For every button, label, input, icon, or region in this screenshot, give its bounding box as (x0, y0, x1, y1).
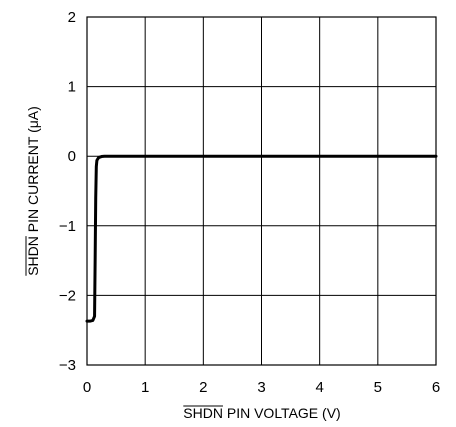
x-tick-label: 5 (374, 379, 382, 396)
x-axis-title: SHDN PIN VOLTAGE (V) (183, 405, 341, 421)
y-tick-label: 1 (68, 79, 76, 96)
grid (87, 17, 436, 365)
y-tick-label: 2 (68, 9, 76, 26)
y-tick-label: −3 (59, 357, 76, 374)
y-tick-labels: −3 −2 −1 0 1 2 (59, 9, 76, 374)
series-layer (85, 154, 438, 323)
x-tick-label: 2 (199, 379, 207, 396)
y-tick-label: −2 (59, 287, 76, 304)
svg-text:SHDN PIN CURRENT (μA): SHDN PIN CURRENT (μA) (25, 106, 41, 276)
plot-frame (86, 16, 437, 366)
series-line (85, 154, 438, 323)
x-axis-title-overbar-text: SHDN (183, 405, 223, 421)
x-tick-label: 6 (432, 379, 440, 396)
x-tick-label: 1 (141, 379, 149, 396)
x-axis-title-text: PIN VOLTAGE (V) (223, 405, 341, 421)
y-axis-title: SHDN PIN CURRENT (μA) (25, 106, 41, 276)
x-tick-label: 4 (315, 379, 323, 396)
y-tick-label: 0 (68, 148, 76, 165)
x-tick-label: 0 (83, 379, 91, 396)
x-tick-label: 3 (257, 379, 265, 396)
y-axis-title-text: PIN CURRENT (μA) (25, 106, 41, 236)
y-tick-label: −1 (59, 218, 76, 235)
x-tick-labels: 0 1 2 3 4 5 6 (83, 379, 440, 396)
y-axis-title-overbar-text: SHDN (25, 236, 41, 276)
svg-text:SHDN PIN VOLTAGE (V): SHDN PIN VOLTAGE (V) (183, 405, 340, 421)
